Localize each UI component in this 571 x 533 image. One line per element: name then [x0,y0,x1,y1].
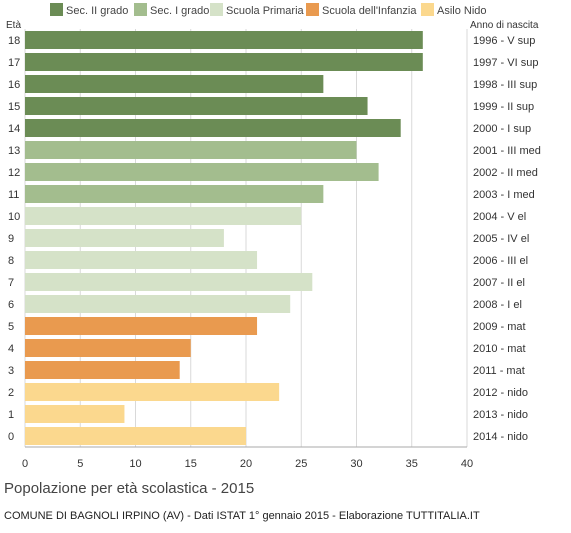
age-tick-label: 8 [8,255,14,267]
bar [25,295,291,313]
x-tick-label: 10 [129,458,141,470]
legend-swatch [210,3,223,16]
birth-year-tick-label: 2003 - I med [473,189,535,201]
legend-swatch [134,3,147,16]
age-tick-label: 12 [8,167,20,179]
bar-chart: Sec. II grado Sec. I grado Scuola Primaria… [6,3,541,470]
bar [25,405,125,423]
age-tick-label: 4 [8,343,14,355]
age-tick-label: 13 [8,145,20,157]
birth-year-tick-label: 2001 - III med [473,145,541,157]
bar [25,75,324,93]
legend-swatch [306,3,319,16]
age-tick-label: 9 [8,233,14,245]
bar [25,229,224,247]
birth-year-tick-label: 2006 - III el [473,255,528,267]
age-tick-label: 1 [8,409,14,421]
birth-year-tick-label: 2011 - mat [473,365,525,377]
birth-year-tick-label: 2014 - nido [473,431,528,443]
legend-swatch [421,3,434,16]
age-tick-label: 7 [8,277,14,289]
age-tick-label: 14 [8,123,20,135]
legend-label: Scuola Primaria [226,5,305,17]
birth-year-labels: 1996 - V sup 1997 - VI sup 1998 - III sup 1… [473,35,541,443]
birth-year-tick-label: 2010 - mat [473,343,526,355]
age-tick-label: 3 [8,365,14,377]
bar [25,119,401,137]
chart-title: Popolazione per età scolastica - 2015 [4,480,255,497]
birth-year-tick-label: 2007 - II el [473,277,525,289]
birth-year-tick-label: 1996 - V sup [473,35,535,47]
birth-year-axis-label: Anno di nascita [470,20,539,31]
bar [25,427,246,445]
x-axis-ticks: 0 5 10 15 20 25 30 35 40 [22,458,473,470]
age-tick-label: 2 [8,387,14,399]
birth-year-tick-label: 1997 - VI sup [473,57,538,69]
age-axis-label: Età [6,20,21,31]
bar [25,339,191,357]
age-tick-label: 0 [8,431,14,443]
x-tick-label: 15 [185,458,197,470]
bar [25,251,258,269]
x-tick-label: 30 [350,458,362,470]
age-tick-label: 15 [8,101,20,113]
bar [25,31,423,49]
birth-year-tick-label: 2009 - mat [473,321,526,333]
age-tick-label: 17 [8,57,20,69]
bar [25,273,313,291]
x-tick-label: 20 [240,458,252,470]
bar [25,317,258,335]
x-tick-label: 0 [22,458,28,470]
bar [25,141,357,159]
x-tick-label: 5 [77,458,83,470]
x-tick-label: 40 [461,458,473,470]
birth-year-tick-label: 2002 - II med [473,167,538,179]
birth-year-tick-label: 2000 - I sup [473,123,531,135]
birth-year-tick-label: 2013 - nido [473,409,528,421]
birth-year-tick-label: 2004 - V el [473,211,526,223]
x-tick-label: 35 [406,458,418,470]
x-tick-label: 25 [295,458,307,470]
birth-year-tick-label: 2008 - I el [473,299,522,311]
age-tick-label: 5 [8,321,14,333]
age-tick-label: 6 [8,299,14,311]
bar [25,97,368,115]
bar [25,361,180,379]
age-tick-label: 11 [8,189,19,201]
chart-credit: COMUNE DI BAGNOLI IRPINO (AV) - Dati IST… [4,510,480,522]
bars [25,31,423,445]
birth-year-tick-label: 1998 - III sup [473,79,537,91]
bar [25,53,423,71]
bar [25,207,302,225]
bar [25,185,324,203]
birth-year-tick-label: 2005 - IV el [473,233,529,245]
legend-label: Sec. II grado [66,5,128,17]
bar [25,163,379,181]
legend-label: Sec. I grado [150,5,209,17]
legend-label: Asilo Nido [437,5,487,17]
age-tick-label: 18 [8,35,20,47]
age-tick-label: 16 [8,79,20,91]
birth-year-tick-label: 2012 - nido [473,387,528,399]
age-tick-label: 10 [8,211,20,223]
bar [25,383,280,401]
legend-label: Scuola dell'Infanzia [322,5,417,17]
birth-year-tick-label: 1999 - II sup [473,101,534,113]
legend-swatch [50,3,63,16]
legend: Sec. II grado Sec. I grado Scuola Primaria… [50,3,487,17]
